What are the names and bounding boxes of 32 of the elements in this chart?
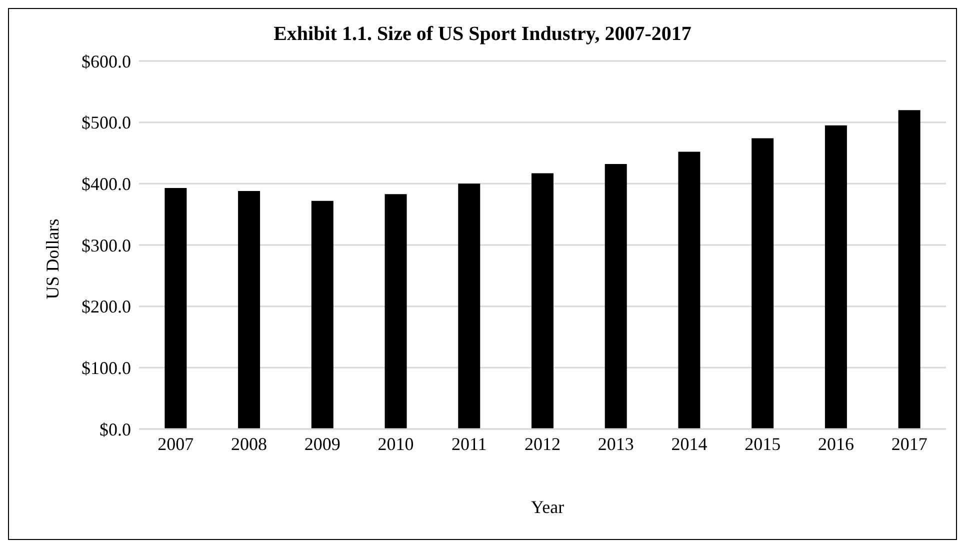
- bar: [752, 138, 774, 429]
- bar: [164, 188, 187, 429]
- bar: [898, 110, 920, 429]
- y-tick-label: $500.0: [82, 112, 131, 133]
- x-tick-label: 2015: [744, 434, 781, 454]
- y-tick-label: $100.0: [82, 358, 131, 378]
- bar: [678, 152, 700, 429]
- x-axis-title: Year: [530, 497, 566, 518]
- y-tick-label: $600.0: [82, 51, 131, 72]
- bar: [458, 184, 480, 429]
- x-tick-label: 2014: [671, 434, 708, 454]
- x-tick-label: 2016: [818, 434, 854, 454]
- y-tick-label: $200.0: [82, 296, 131, 317]
- x-tick-label: 2017: [891, 434, 928, 454]
- y-tick-label: $0.0: [100, 419, 131, 440]
- x-tick-label: 2008: [231, 434, 268, 454]
- y-tick-label: $300.0: [82, 235, 131, 256]
- bar: [604, 164, 627, 429]
- x-tick-label: 2013: [598, 434, 634, 454]
- x-tick-label: 2012: [524, 434, 560, 454]
- x-tick-label: 2007: [158, 434, 194, 454]
- x-tick-label: 2009: [304, 434, 340, 454]
- chart-title: Exhibit 1.1. Size of US Sport Industry, 2007-2017: [272, 23, 692, 46]
- bar: [824, 125, 847, 429]
- y-axis-title: US Dollars: [42, 218, 64, 300]
- x-tick-label: 2011: [451, 434, 487, 454]
- bar: [384, 194, 407, 429]
- bar: [238, 191, 260, 429]
- y-tick-label: $400.0: [82, 174, 131, 194]
- x-tick-label: 2010: [378, 434, 414, 454]
- bar: [311, 200, 334, 429]
- bar: [531, 173, 554, 429]
